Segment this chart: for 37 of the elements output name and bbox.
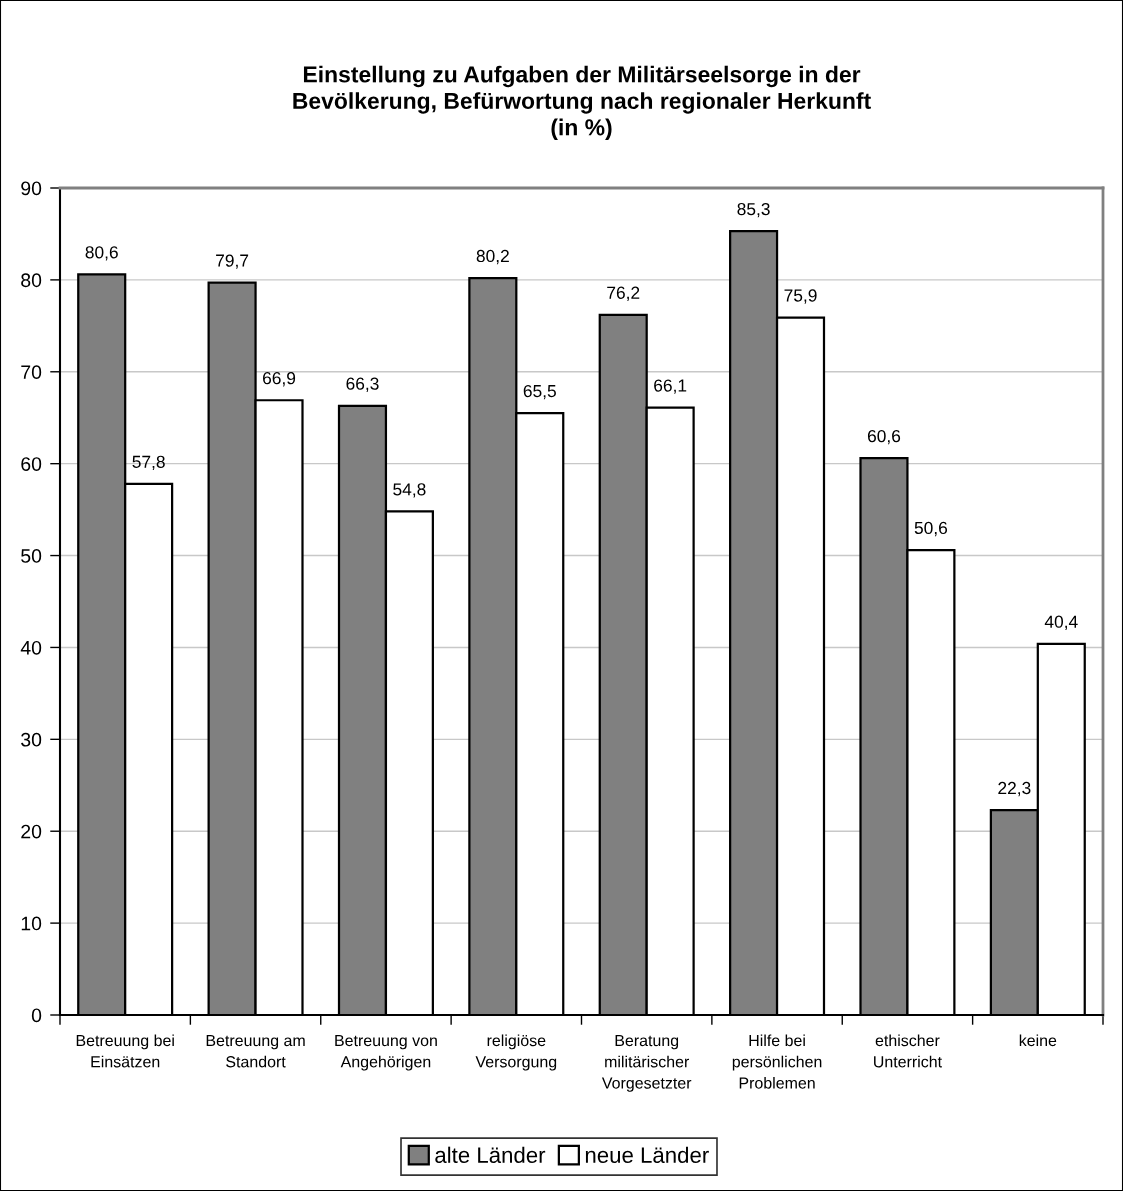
data-label: 66,1 (654, 379, 687, 394)
data-label: 50,6 (914, 521, 948, 537)
data-label: 80,2 (476, 249, 509, 265)
data-label: 65,5 (523, 384, 556, 400)
y-tick-label: 70 (21, 365, 42, 380)
x-tick-label: keine (1019, 1034, 1057, 1047)
data-label: 40,4 (1044, 615, 1078, 630)
x-tick-label: ethischer Unterricht (874, 1034, 942, 1068)
x-tick-label: Betreuung am Standort (206, 1035, 305, 1068)
data-label: 79,7 (216, 254, 249, 269)
data-label: 54,8 (393, 483, 426, 498)
data-label: 75,9 (784, 289, 817, 304)
data-label: 80,6 (85, 246, 118, 261)
y-tick-label: 0 (31, 1008, 42, 1023)
y-tick-label: 20 (21, 824, 42, 839)
legend-label: alte Länder (435, 1146, 546, 1163)
y-tick-label: 40 (20, 640, 42, 655)
y-tick-label: 30 (21, 732, 42, 747)
legend-label: neue Länder (585, 1146, 709, 1163)
data-label: 85,3 (737, 202, 770, 218)
x-tick-label: Hilfe bei persönlichen Problemen (732, 1034, 822, 1089)
x-tick-label: Beratung militärischer Vorgesetzter (601, 1035, 692, 1092)
data-label: 66,9 (263, 372, 296, 387)
x-tick-label: religiöse Versorgung (475, 1034, 557, 1071)
y-tick-label: 10 (21, 916, 42, 931)
chart-title: Einstellung zu Aufgaben der Militärseelsorge in der Bevölkerung, Befürwortung nach regionaler Herkunft (in %) (293, 65, 871, 140)
data-label: 60,6 (867, 429, 901, 445)
y-tick-label: 80 (21, 273, 42, 288)
x-tick-label: Betreuung bei Einsätzen (76, 1034, 174, 1068)
y-tick-label: 50 (21, 549, 42, 563)
y-tick-label: 60 (21, 457, 42, 471)
data-label: 66,3 (346, 377, 379, 392)
x-tick-label: Betreuung von Angehörigen (335, 1035, 437, 1071)
data-label: 57,8 (132, 455, 165, 470)
data-label: 76,2 (607, 286, 640, 301)
y-tick-label: 90 (21, 181, 42, 196)
data-label: 22,3 (998, 781, 1031, 797)
